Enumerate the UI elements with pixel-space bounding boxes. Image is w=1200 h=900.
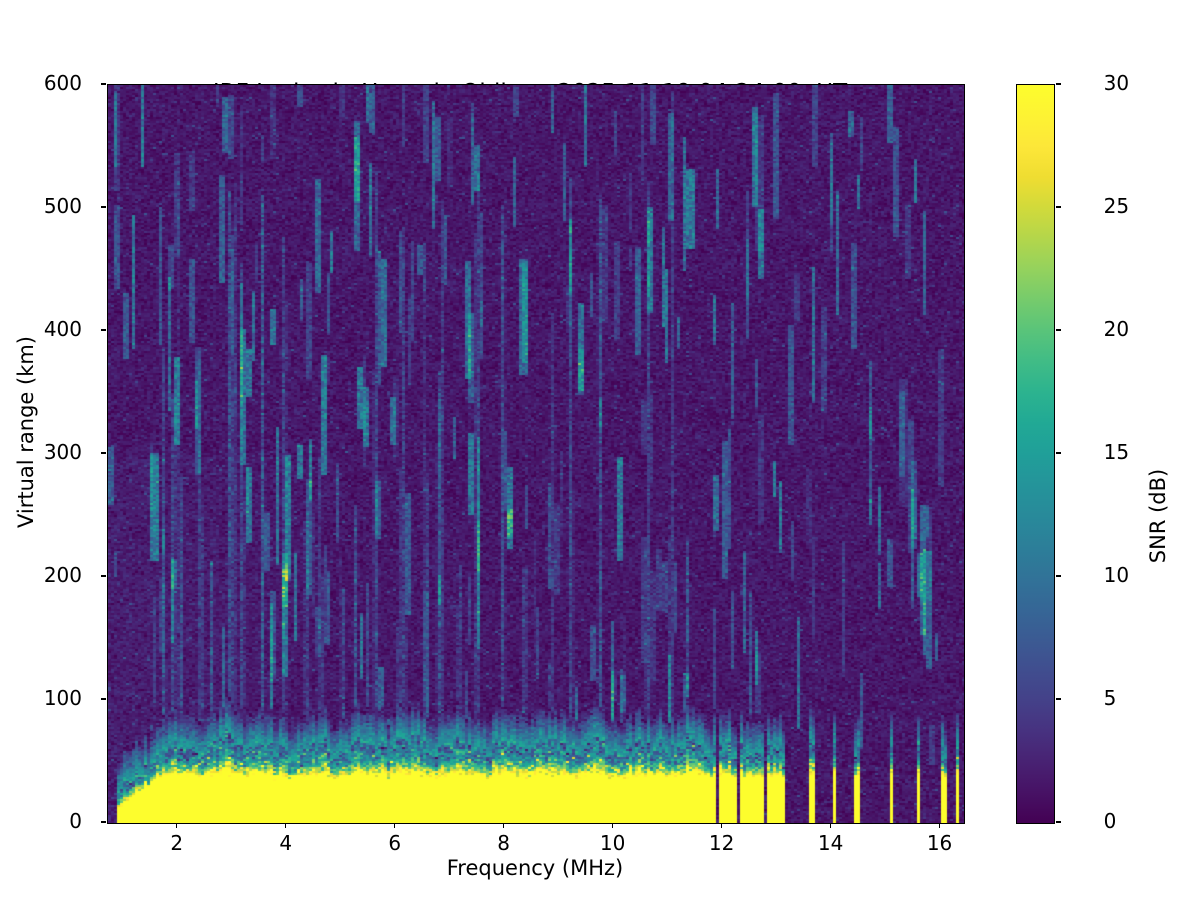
y-tick-mark — [101, 821, 106, 823]
x-tick-mark — [611, 823, 614, 828]
colorbar-tick-label: 0 — [1103, 809, 1117, 833]
x-tick-label: 6 — [388, 831, 402, 855]
y-tick-label: 0 — [69, 809, 82, 833]
x-tick-mark — [285, 823, 287, 828]
y-axis-tick-labels: 0 100 200 300 400 500 600 — [0, 71, 96, 833]
colorbar-tick-label: 10 — [1103, 563, 1130, 587]
x-tick-mark — [393, 823, 396, 828]
y-tick-label: 500 — [43, 194, 82, 218]
ionogram-heatmap-canvas — [108, 85, 964, 823]
x-axis-label: Frequency (MHz) — [446, 856, 624, 880]
colorbar-tick-label: 30 — [1103, 71, 1130, 95]
colorbar-tick-mark — [1055, 452, 1061, 454]
y-tick-label: 300 — [43, 440, 82, 464]
colorbar-tick-mark — [1055, 329, 1061, 331]
x-axis-tick-labels: 2 4 6 8 10 12 14 16 — [107, 831, 963, 861]
x-tick-mark — [938, 823, 941, 828]
y-axis-label: Virtual range (km) — [14, 335, 38, 529]
y-tick-mark — [101, 452, 106, 454]
heatmap-plot-area — [107, 84, 965, 824]
x-tick-label: 10 — [599, 831, 626, 855]
colorbar-gradient — [1016, 84, 1055, 824]
colorbar-tick-label: 5 — [1103, 686, 1117, 710]
colorbar-tick-label: 15 — [1103, 440, 1130, 464]
colorbar-tick-mark — [1055, 821, 1061, 823]
x-tick-label: 4 — [279, 831, 293, 855]
y-tick-mark — [101, 83, 106, 85]
y-tick-label: 400 — [43, 317, 82, 341]
y-tick-mark — [101, 575, 106, 577]
x-tick-mark — [829, 823, 832, 828]
x-tick-mark — [720, 823, 723, 828]
x-tick-mark — [502, 823, 505, 828]
colorbar-label: SNR (dB) — [1146, 468, 1170, 564]
colorbar-tick-mark — [1055, 206, 1061, 208]
colorbar-tick-mark — [1055, 83, 1061, 85]
y-tick-label: 600 — [43, 71, 82, 95]
x-tick-label: 8 — [497, 831, 511, 855]
y-tick-label: 200 — [43, 563, 82, 587]
x-tick-mark — [176, 823, 178, 828]
colorbar-container: 0 5 10 15 20 25 30 SNR (dB) — [1016, 71, 1176, 833]
x-tick-label: 2 — [170, 831, 184, 855]
x-tick-label: 14 — [817, 831, 844, 855]
y-tick-mark — [101, 329, 106, 331]
x-tick-label: 12 — [708, 831, 735, 855]
x-tick-label: 16 — [926, 831, 953, 855]
colorbar-tick-mark — [1055, 575, 1061, 577]
colorbar-tick-mark — [1055, 698, 1061, 700]
y-tick-mark — [101, 206, 106, 208]
colorbar-tick-label: 25 — [1103, 194, 1130, 218]
y-tick-label: 100 — [43, 686, 82, 710]
colorbar-tick-label: 20 — [1103, 317, 1130, 341]
y-tick-mark — [101, 698, 106, 700]
